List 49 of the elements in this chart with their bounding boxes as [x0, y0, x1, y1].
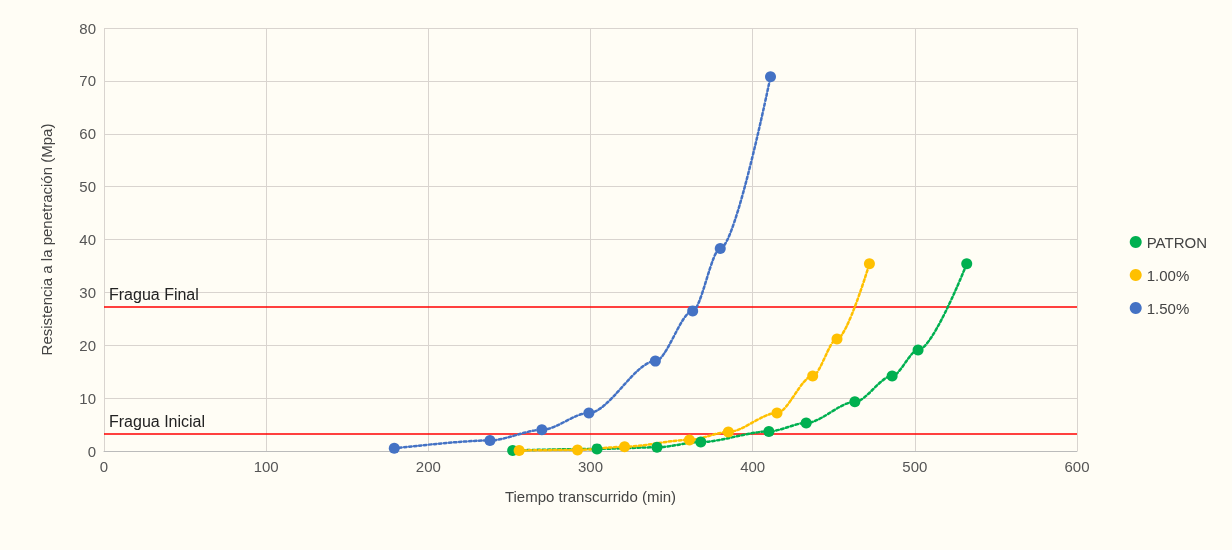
y-tick-label: 10	[79, 389, 96, 407]
point	[763, 425, 775, 437]
x-axis-title: Tiempo transcurrido (min)	[504, 488, 677, 505]
legend-label: PATRON	[1146, 233, 1207, 251]
x-tick-label: 200	[415, 458, 441, 475]
x-tick-label: 100	[253, 458, 279, 475]
point	[912, 344, 924, 356]
point	[695, 436, 707, 448]
point	[388, 442, 400, 454]
point	[771, 407, 783, 419]
point	[651, 441, 663, 453]
point	[886, 370, 898, 382]
x-tick-label: 500	[902, 458, 928, 475]
point	[583, 407, 595, 419]
point	[849, 396, 861, 408]
x-tick-label: 600	[1064, 458, 1090, 475]
y-tick-label: 80	[79, 19, 96, 37]
y-tick-label: 0	[87, 442, 96, 460]
point	[619, 441, 631, 453]
y-tick-label: 30	[79, 283, 96, 301]
legend-label: 1.00%	[1146, 266, 1190, 284]
point	[536, 424, 548, 436]
point	[831, 333, 843, 345]
ref-line-label: Fragua Inicial	[109, 412, 206, 430]
y-tick-label: 20	[79, 336, 96, 354]
x-tick-label: 0	[99, 458, 109, 475]
legend-label: 1.50%	[1146, 299, 1190, 317]
point	[683, 434, 695, 446]
y-tick-label: 40	[79, 231, 96, 248]
point	[687, 305, 699, 317]
ref-line-label: Fragua Final	[109, 285, 199, 303]
point	[484, 434, 496, 446]
point	[807, 370, 819, 382]
y-tick-label: 60	[79, 125, 96, 143]
point	[800, 417, 812, 429]
point	[714, 242, 726, 254]
point	[649, 355, 661, 367]
y-tick-label: 70	[79, 72, 96, 90]
point	[572, 444, 584, 456]
point	[765, 71, 777, 83]
point	[863, 258, 875, 270]
point	[722, 426, 734, 438]
x-tick-label: 300	[577, 458, 604, 475]
y-axis-title: Resistencia a la penetración (Mpa)	[38, 123, 55, 356]
point	[513, 444, 525, 456]
y-tick-label: 50	[79, 178, 96, 196]
x-tick-label: 400	[740, 458, 766, 475]
point	[591, 443, 603, 455]
point	[961, 258, 973, 270]
